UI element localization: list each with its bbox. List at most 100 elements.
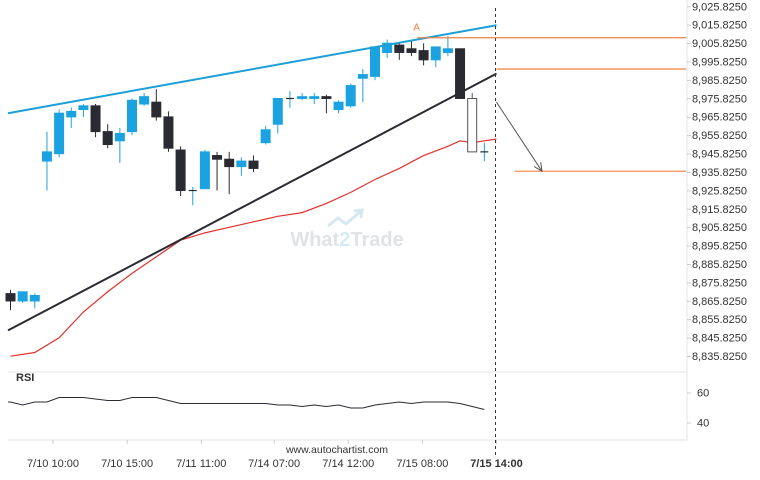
grid	[8, 0, 688, 441]
candle	[163, 111, 174, 152]
candle	[17, 291, 28, 303]
candle	[394, 43, 405, 60]
y-tick-label: 8,835.8250	[692, 351, 747, 363]
candle	[333, 100, 344, 114]
candle	[406, 39, 417, 57]
candle	[285, 91, 294, 108]
x-tick-label: 7/10 15:00	[101, 458, 153, 470]
candle	[188, 186, 197, 206]
candle	[480, 142, 489, 162]
candle	[175, 146, 186, 197]
candle	[455, 48, 466, 99]
candle	[54, 109, 65, 158]
candle	[370, 46, 380, 81]
rsi-tick-label: 60	[697, 388, 709, 400]
candle-body	[394, 44, 405, 53]
candle	[260, 126, 271, 145]
candle-body	[5, 293, 16, 302]
candle	[199, 150, 210, 190]
candle	[309, 92, 320, 105]
candle-body	[54, 112, 65, 155]
rsi-tick-label: 40	[697, 418, 709, 430]
candle	[127, 98, 137, 136]
candles	[5, 35, 489, 311]
candle-body	[199, 151, 210, 190]
candle	[357, 69, 368, 103]
candle-body	[430, 46, 441, 61]
forecast-arrowhead	[533, 162, 543, 173]
y-tick-label: 9,025.8250	[692, 1, 747, 13]
candle-body	[321, 96, 332, 99]
x-tick-label: 7/11 11:00	[176, 458, 226, 470]
pattern-marker: A	[413, 23, 420, 34]
x-tick-label: 7/10 10:00	[27, 458, 79, 470]
candle-body	[333, 101, 344, 111]
candle-body	[236, 160, 247, 168]
y-tick-label: 8,845.8250	[692, 333, 747, 345]
candle-body	[78, 105, 89, 111]
candle	[297, 92, 308, 101]
rsi-panel: RSI 60 40	[8, 372, 709, 430]
levels: A	[413, 23, 686, 173]
candle-body	[102, 131, 113, 146]
y-tick-label: 8,865.8250	[692, 296, 747, 308]
candle-body	[345, 85, 356, 107]
candle	[102, 124, 113, 149]
x-tick-label: 7/14 07:00	[248, 458, 300, 470]
y-tick-label: 8,935.8250	[692, 167, 747, 179]
y-tick-label: 8,895.8250	[692, 241, 747, 253]
candle	[236, 157, 247, 176]
lower-trendline	[7, 72, 497, 332]
candle-body	[248, 160, 259, 169]
x-tick-label: 7/15 14:00	[470, 458, 523, 470]
candle-body	[114, 132, 125, 142]
candle-body	[151, 101, 162, 118]
y-tick-label: 8,955.8250	[692, 130, 747, 142]
upper-trendline	[7, 24, 497, 115]
candle	[151, 89, 162, 121]
candle	[272, 97, 283, 134]
y-tick-label: 8,985.8250	[692, 75, 747, 87]
candle-body	[442, 48, 453, 53]
watermark: What2Trade	[290, 208, 404, 251]
y-tick-label: 8,905.8250	[692, 222, 747, 234]
candle	[248, 155, 259, 173]
candle-body	[406, 48, 417, 53]
candle-body	[66, 110, 77, 118]
watermark-arrowhead	[353, 208, 364, 219]
candle	[114, 127, 125, 163]
x-tick-label: 7/15 08:00	[396, 458, 448, 470]
candle-body	[90, 105, 101, 133]
candle-body	[357, 74, 368, 79]
candle-body	[370, 46, 380, 77]
y-tick-label: 8,885.8250	[692, 259, 747, 271]
candle-body-projected	[467, 97, 478, 153]
candle-body	[272, 97, 283, 125]
y-tick-label: 8,915.8250	[692, 204, 747, 216]
candle-body	[297, 96, 308, 99]
candle-body	[127, 99, 137, 133]
candle-body	[212, 155, 223, 160]
trendlines	[7, 8, 497, 456]
candle-body	[455, 48, 466, 99]
candle	[29, 293, 40, 309]
y-tick-label: 8,995.8250	[692, 56, 747, 68]
watermark-arrow	[327, 210, 361, 228]
candle-body	[224, 158, 235, 168]
watermark-text: What2Trade	[290, 229, 403, 251]
candle-body	[163, 116, 174, 149]
candle	[430, 46, 441, 68]
source-label: www.autochartist.com	[285, 444, 388, 456]
candle	[382, 39, 393, 58]
candle	[345, 83, 356, 108]
forecast-arrow	[496, 101, 543, 172]
y-tick-label: 8,875.8250	[692, 277, 747, 289]
candle	[321, 94, 332, 114]
rsi-line	[8, 397, 485, 410]
y-tick-label: 9,015.8250	[692, 20, 747, 32]
candle-body	[41, 151, 52, 162]
candle	[418, 43, 429, 66]
candle	[41, 131, 52, 191]
